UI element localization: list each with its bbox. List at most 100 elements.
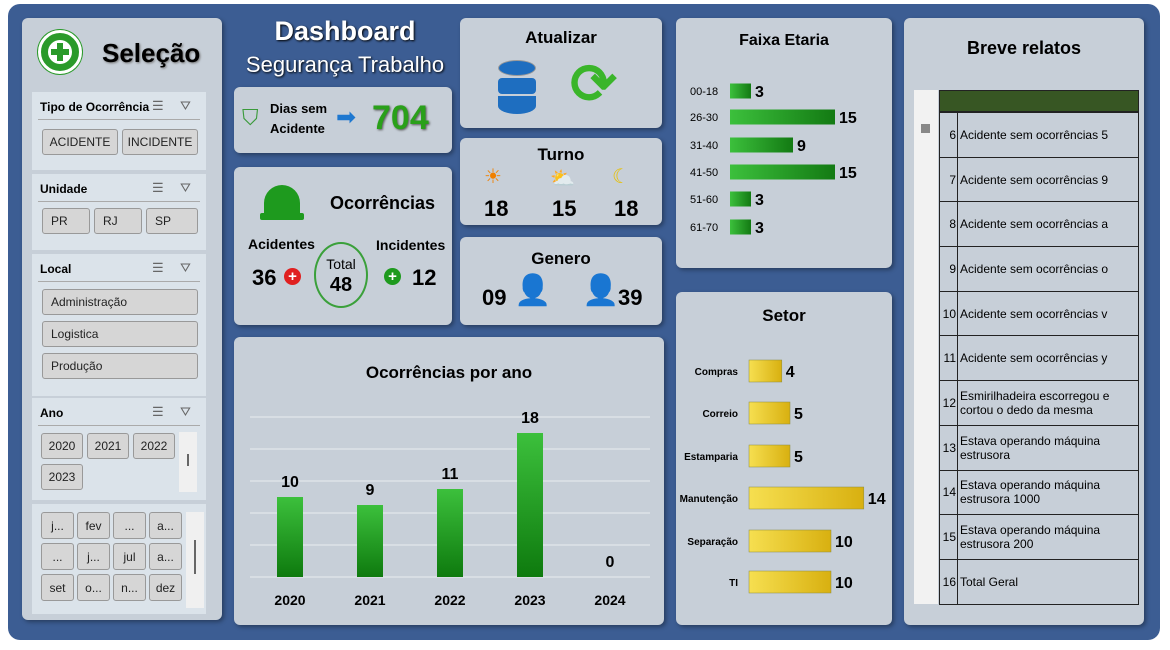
y-tick-label: TI — [729, 578, 738, 589]
slicer-item[interactable]: SP — [146, 208, 198, 234]
month-item[interactable]: dez — [149, 574, 182, 601]
total-label: Total — [326, 256, 356, 272]
arrow-right-icon: ➡ — [336, 104, 357, 131]
report-text: Acidente sem ocorrências 5 — [957, 112, 1139, 158]
month-item[interactable]: a... — [149, 543, 182, 570]
female-value: 09 — [482, 285, 507, 310]
report-text: Estava operando máquina estrusora — [957, 424, 1139, 471]
x-tick-label: 2022 — [434, 592, 465, 608]
table-row[interactable]: 10 Acidente sem ocorrências v — [939, 290, 1139, 337]
month-item[interactable]: ... — [41, 543, 74, 570]
bar-2020 — [277, 497, 303, 577]
reports-title: Breve relatos — [966, 38, 1082, 58]
clear-filter-icon[interactable]: ⛛ — [180, 260, 191, 275]
shift-title: Turno — [537, 145, 585, 164]
bar-41-50 — [730, 164, 835, 180]
bar-TI — [748, 570, 832, 594]
slicer-item[interactable]: PR — [42, 208, 90, 234]
month-item[interactable]: jul — [113, 543, 146, 570]
total-circle: Total 48 — [314, 242, 368, 308]
table-row[interactable]: 14 Estava operando máquina estrusora 1000 — [939, 469, 1139, 516]
moon-icon: ☾ — [612, 166, 630, 188]
month-item[interactable]: j... — [77, 543, 110, 570]
multi-select-icon[interactable]: ☰ — [152, 98, 164, 113]
scrollbar[interactable] — [186, 512, 204, 608]
data-label: 3 — [755, 84, 764, 101]
slicer-item[interactable]: 2021 — [87, 433, 129, 459]
slicer-item[interactable]: 2020 — [41, 433, 83, 459]
slicer-unidade: Unidade ☰ ⛛ PR RJ SP — [32, 174, 206, 250]
y-tick-label: 41-50 — [690, 167, 718, 179]
row-number: 11 — [939, 335, 958, 382]
row-number: 13 — [939, 424, 958, 471]
multi-select-icon[interactable]: ☰ — [152, 260, 164, 275]
incidents-label: Incidentes — [376, 237, 446, 253]
slicer-label: Tipo de Ocorrência — [40, 100, 150, 114]
age-bar-chart: 00-18 3 26-30 15 31-40 9 41-50 15 51-60 3 61-70 3 — [690, 83, 857, 237]
table-row[interactable]: 12 Esmirilhadeira escorregou e cortou o d… — [939, 380, 1139, 426]
table-row[interactable]: 6 Acidente sem ocorrências 5 — [939, 112, 1139, 158]
data-label: 10 — [835, 534, 853, 551]
report-text: Estava operando máquina estrusora 1000 — [957, 469, 1139, 516]
slicer-label: Ano — [40, 406, 64, 420]
sidebar-title: Seleção — [102, 38, 201, 68]
month-item[interactable]: o... — [77, 574, 110, 601]
multi-select-icon[interactable]: ☰ — [152, 180, 164, 195]
male-worker-icon: 👤 — [582, 274, 620, 307]
slicer-item[interactable]: 2022 — [133, 433, 175, 459]
month-item[interactable]: a... — [149, 512, 182, 539]
refresh-icon[interactable]: ⟳ — [570, 52, 617, 115]
table-row[interactable]: 9 Acidente sem ocorrências o — [939, 246, 1139, 292]
table-row[interactable]: 16 Total Geral — [939, 558, 1139, 605]
slicer-item[interactable]: Logistica — [42, 321, 198, 347]
month-item[interactable]: set — [41, 574, 74, 601]
scrollbar[interactable] — [179, 432, 197, 492]
row-number: 6 — [939, 112, 958, 158]
data-label: 10 — [835, 575, 853, 592]
y-tick-label: Compras — [695, 367, 739, 378]
y-tick-label: 00-18 — [690, 86, 718, 98]
scrollbar[interactable] — [914, 90, 938, 604]
slicer-item[interactable]: INCIDENTE — [122, 129, 198, 155]
year-chart-card: Ocorrências por ano 10 2020 9 2021 11 2022 18 2… — [234, 337, 664, 625]
y-tick-label: 61-70 — [690, 222, 718, 234]
plus-red-icon: + — [284, 268, 301, 285]
database-icon[interactable] — [498, 60, 536, 118]
y-tick-label: Correio — [702, 409, 738, 420]
bar-Correio — [748, 401, 791, 425]
table-row[interactable]: 7 Acidente sem ocorrências 9 — [939, 156, 1139, 203]
table-row[interactable]: 11 Acidente sem ocorrências y — [939, 335, 1139, 382]
plus-green-icon: + — [384, 268, 401, 285]
slicer-item[interactable]: 2023 — [41, 464, 83, 490]
shield-check-icon: ⛉ — [242, 105, 259, 130]
report-text: Esmirilhadeira escorregou e cortou o ded… — [957, 380, 1139, 426]
clear-filter-icon[interactable]: ⛛ — [180, 404, 191, 419]
refresh-title: Atualizar — [525, 28, 597, 47]
clear-filter-icon[interactable]: ⛛ — [180, 98, 191, 113]
month-item[interactable]: j... — [41, 512, 74, 539]
table-row[interactable]: 8 Acidente sem ocorrências a — [939, 201, 1139, 248]
month-item[interactable]: fev — [77, 512, 110, 539]
clear-filter-icon[interactable]: ⛛ — [180, 180, 191, 195]
slicer-item[interactable]: Produção — [42, 353, 198, 379]
reports-table: 6 Acidente sem ocorrências 5 7 Acidente sem… — [939, 112, 1139, 605]
cloud-sun-icon: ⛅ — [550, 168, 575, 190]
slicer-item[interactable]: RJ — [94, 208, 142, 234]
female-worker-icon: 👤 — [514, 274, 552, 307]
data-label: 3 — [755, 220, 764, 237]
slicer-item[interactable]: Administração — [42, 289, 198, 315]
data-label: 0 — [606, 554, 615, 571]
slicer-item[interactable]: ACIDENTE — [42, 129, 118, 155]
table-row[interactable]: 13 Estava operando máquina estrusora — [939, 424, 1139, 471]
report-text: Acidente sem ocorrências 9 — [957, 156, 1139, 203]
table-row[interactable]: 15 Estava operando máquina estrusora 200 — [939, 514, 1139, 560]
month-item[interactable]: ... — [113, 512, 146, 539]
multi-select-icon[interactable]: ☰ — [152, 404, 164, 419]
age-chart-card: Faixa Etaria 00-18 3 26-30 15 31-40 9 41-50 15 5… — [676, 18, 892, 268]
month-item[interactable]: n... — [113, 574, 146, 601]
data-label: 18 — [521, 410, 539, 427]
y-tick-label: 26-30 — [690, 112, 718, 124]
report-text: Acidente sem ocorrências o — [957, 246, 1139, 292]
data-label: 5 — [794, 449, 803, 466]
y-tick-label: Separação — [687, 537, 738, 548]
